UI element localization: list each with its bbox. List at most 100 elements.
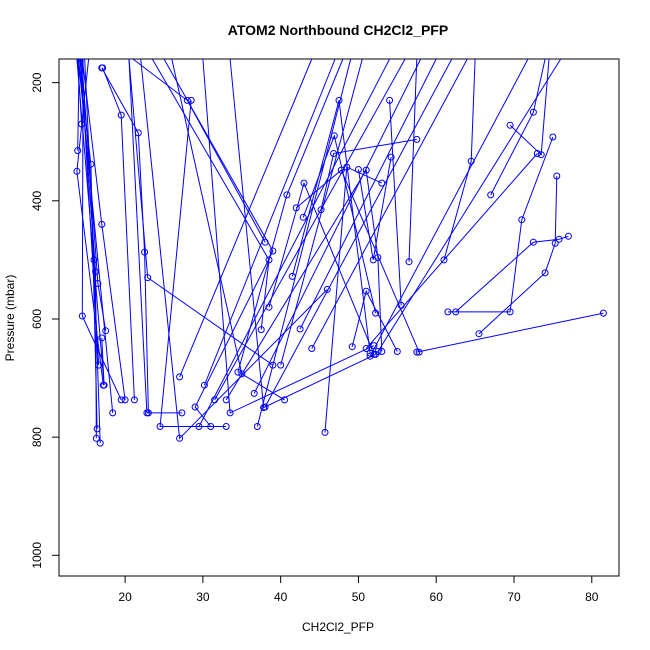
data-point	[100, 381, 108, 389]
x-tick-label: 30	[196, 590, 210, 604]
data-point	[551, 239, 559, 247]
series-1	[81, 58, 129, 404]
series-line	[229, 58, 376, 409]
series-line	[389, 100, 402, 306]
data-point	[222, 396, 230, 404]
series-line	[365, 153, 538, 349]
data-point	[200, 381, 208, 389]
series-line	[151, 58, 270, 330]
data-point	[93, 425, 101, 433]
data-point	[281, 396, 289, 404]
series-line	[264, 58, 453, 408]
data-point	[187, 96, 195, 104]
series-line	[203, 58, 336, 386]
series-line	[253, 58, 422, 394]
series-line	[351, 289, 398, 352]
y-tick-label: 600	[30, 309, 44, 329]
series-line	[102, 67, 135, 400]
series-line	[77, 58, 83, 125]
data-point	[444, 308, 452, 316]
series-line	[171, 58, 285, 401]
data-point	[141, 248, 149, 256]
data-point	[283, 191, 291, 199]
data-point	[378, 179, 386, 187]
series-14	[98, 64, 152, 417]
data-point	[335, 96, 343, 104]
series-18	[132, 58, 269, 246]
data-point	[374, 348, 382, 355]
series-32	[250, 58, 422, 397]
data-point	[323, 285, 331, 293]
data-point	[250, 389, 258, 397]
data-point	[73, 167, 81, 175]
data-point	[130, 396, 138, 404]
y-tick-label: 1000	[30, 542, 44, 569]
data-point	[487, 191, 495, 199]
data-point	[553, 172, 561, 180]
series-line	[128, 58, 182, 414]
series-11	[74, 58, 82, 155]
data-point	[143, 409, 151, 417]
data-point	[207, 423, 215, 430]
y-tick-label: 800	[30, 427, 44, 447]
series-36	[222, 166, 386, 404]
series-line	[81, 58, 126, 400]
data-point	[95, 361, 103, 369]
data-point	[564, 232, 572, 240]
series-line	[311, 58, 468, 349]
data-point	[191, 403, 199, 411]
series-line	[443, 58, 476, 261]
data-point	[529, 238, 537, 246]
series-16	[128, 58, 186, 417]
x-tick-label: 60	[430, 590, 444, 604]
series-line	[478, 175, 558, 335]
data-point	[366, 352, 374, 360]
series-line	[357, 157, 392, 260]
x-tick-label: 20	[118, 590, 132, 604]
data-point	[321, 428, 329, 436]
series-line	[377, 58, 562, 352]
series-51	[452, 232, 572, 316]
data-point	[393, 348, 401, 355]
data-point	[74, 147, 82, 155]
data-point	[362, 345, 370, 352]
data-point	[261, 403, 269, 411]
data-point	[265, 256, 273, 264]
x-tick-label: 40	[274, 590, 288, 604]
series-29	[195, 58, 391, 430]
series-line	[369, 58, 529, 357]
data-point	[211, 396, 219, 404]
data-point	[176, 373, 184, 381]
data-point	[222, 423, 230, 430]
series-line	[237, 58, 344, 373]
series-line	[455, 235, 569, 313]
series-28	[253, 58, 352, 430]
series-line	[76, 58, 105, 386]
data-point	[300, 179, 308, 187]
data-point	[452, 308, 460, 316]
data-point	[506, 308, 514, 316]
data-point	[537, 151, 545, 159]
data-point	[330, 132, 338, 140]
series-20	[163, 58, 277, 430]
data-point	[253, 423, 261, 430]
series-line	[163, 58, 274, 427]
series-21	[151, 58, 273, 334]
series-48	[487, 58, 546, 199]
data-point	[269, 247, 277, 255]
data-point	[549, 133, 557, 141]
series-line	[77, 58, 80, 151]
data-point	[117, 396, 125, 404]
y-tick-label: 400	[30, 190, 44, 210]
plot-frame	[58, 58, 620, 577]
series-30	[277, 58, 363, 369]
series-line	[101, 67, 149, 413]
series-33	[296, 58, 437, 333]
series-line	[214, 58, 406, 401]
data-point	[299, 213, 307, 221]
data-point	[369, 256, 377, 264]
x-axis: 20 30 40 50 60 70 80	[118, 576, 599, 604]
series-8	[76, 58, 108, 389]
series-line	[416, 312, 604, 353]
data-point	[555, 235, 563, 243]
